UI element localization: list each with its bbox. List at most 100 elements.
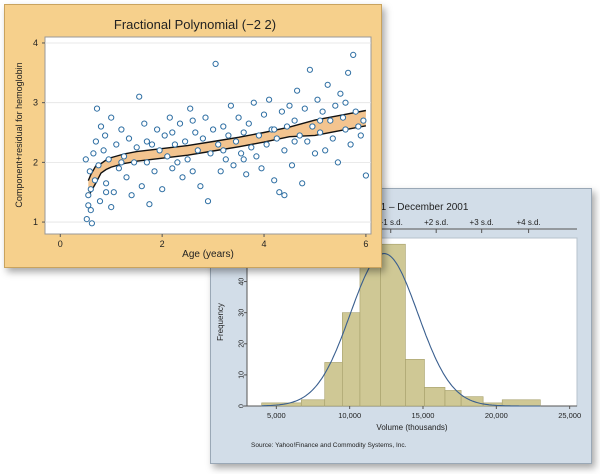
scatter-point <box>197 183 204 190</box>
scatter-point <box>166 114 173 121</box>
scatter-point <box>120 153 128 160</box>
scatter-point <box>334 159 341 166</box>
histogram-bar-1 <box>300 399 326 407</box>
scatter-point <box>171 141 178 148</box>
scatter-point <box>93 105 101 112</box>
scatter-point <box>96 198 104 205</box>
scatter-point <box>184 156 191 163</box>
scatter-point <box>192 129 199 136</box>
scatter-point <box>296 132 303 139</box>
scatter-point <box>105 156 112 163</box>
scatter-point <box>306 66 313 73</box>
histogram-y-tick-label: 0 <box>239 404 246 408</box>
scatter-point <box>311 150 319 157</box>
scatter-point <box>245 120 252 127</box>
scatter-point <box>215 141 222 148</box>
scatter-point <box>97 123 105 130</box>
scatter-point <box>128 192 135 199</box>
scatter-point <box>317 129 324 136</box>
scatter-point <box>278 108 285 115</box>
scatter-x-tick-label: 4 <box>262 239 267 249</box>
scatter-point <box>131 159 138 166</box>
scatter-point <box>260 111 268 118</box>
scatter-point <box>220 147 227 154</box>
scatter-point <box>281 147 288 154</box>
scatter-point <box>204 198 212 205</box>
scatter-y-tick-label: 1 <box>33 217 38 227</box>
scatter-point <box>164 153 171 160</box>
scatter-point <box>90 150 97 157</box>
scatter-point <box>212 60 219 68</box>
histogram-x-tick-label: 5,000 <box>267 411 286 420</box>
scatter-point <box>123 174 130 181</box>
histogram-bar-3 <box>342 312 361 407</box>
scatter-point <box>176 120 184 127</box>
histogram-top-axis-label: +3 s.d. <box>470 218 494 227</box>
histogram-y-label: Frequency <box>216 303 225 341</box>
scatter-point <box>332 102 339 109</box>
histogram-x-tick-label: 10,000 <box>338 411 361 420</box>
scatter-y-tick-label: 3 <box>33 98 38 108</box>
histogram-bar-5 <box>380 243 406 407</box>
scatter-point <box>169 129 176 136</box>
scatter-point <box>87 207 94 214</box>
histogram-bar-6 <box>405 359 425 407</box>
scatter-point <box>199 135 206 142</box>
scatter-point <box>85 192 92 199</box>
scatter-confidence-band <box>88 110 366 198</box>
scatter-point <box>235 114 242 121</box>
scatter-x-label: Age (years) <box>182 249 234 260</box>
scatter-point <box>102 132 109 139</box>
scatter-x-tick-label: 0 <box>58 239 63 249</box>
scatter-point <box>161 132 168 139</box>
scatter-point <box>87 186 94 193</box>
scatter-point <box>146 201 153 208</box>
scatter-point <box>169 165 176 172</box>
scatter-point <box>88 220 96 227</box>
scatter-point <box>151 168 158 175</box>
scatter-point <box>347 141 354 148</box>
scatter-point <box>143 159 150 166</box>
scatter-point <box>141 120 148 127</box>
scatter-point <box>154 126 161 133</box>
scatter-point <box>189 168 196 175</box>
scatter-point <box>174 159 181 166</box>
scatter-point <box>85 202 92 209</box>
scatter-point <box>350 51 357 59</box>
scatter-point <box>276 189 283 196</box>
histogram-x-label: Volume (thousands) <box>376 423 447 432</box>
scatter-point <box>342 99 349 106</box>
scatter-point <box>187 105 194 112</box>
histogram-top-axis-label: +2 s.d. <box>424 218 448 227</box>
scatter-point <box>82 156 89 163</box>
scatter-point <box>125 135 133 142</box>
scatter-point <box>113 141 120 148</box>
scatter-point <box>115 165 123 172</box>
histogram-bar-11 <box>501 399 541 407</box>
scatter-point <box>304 138 311 145</box>
scatter-point <box>337 90 344 97</box>
histogram-normal-curve <box>261 253 541 407</box>
scatter-point <box>194 147 201 154</box>
scatter-chart: Fractional Polynomial (−2 2) 1 2 3 4 0 2 4 6 C… <box>14 17 372 260</box>
scatter-plot-area <box>44 36 372 235</box>
scatter-point <box>266 96 273 103</box>
scatter-x-tick-label: 2 <box>160 239 165 249</box>
scatter-point <box>299 180 306 187</box>
scatter-point <box>118 159 125 166</box>
scatter-point <box>248 144 255 151</box>
scatter-y-tick-label: 4 <box>33 38 38 48</box>
histogram-x-tick-label: 25,000 <box>558 411 581 420</box>
scatter-point <box>100 147 107 154</box>
histogram-y-tick-label: 40 <box>239 278 246 286</box>
scatter-point <box>339 114 347 121</box>
scatter-point <box>225 132 232 139</box>
scatter-point <box>148 141 156 148</box>
scatter-y-tick-label: 2 <box>33 157 38 167</box>
scatter-point <box>319 108 326 115</box>
scatter-point <box>179 174 186 181</box>
scatter-point <box>281 192 288 199</box>
scatter-point <box>288 162 296 169</box>
histogram-y-tick-label: 20 <box>239 340 246 348</box>
scatter-point <box>227 102 234 109</box>
